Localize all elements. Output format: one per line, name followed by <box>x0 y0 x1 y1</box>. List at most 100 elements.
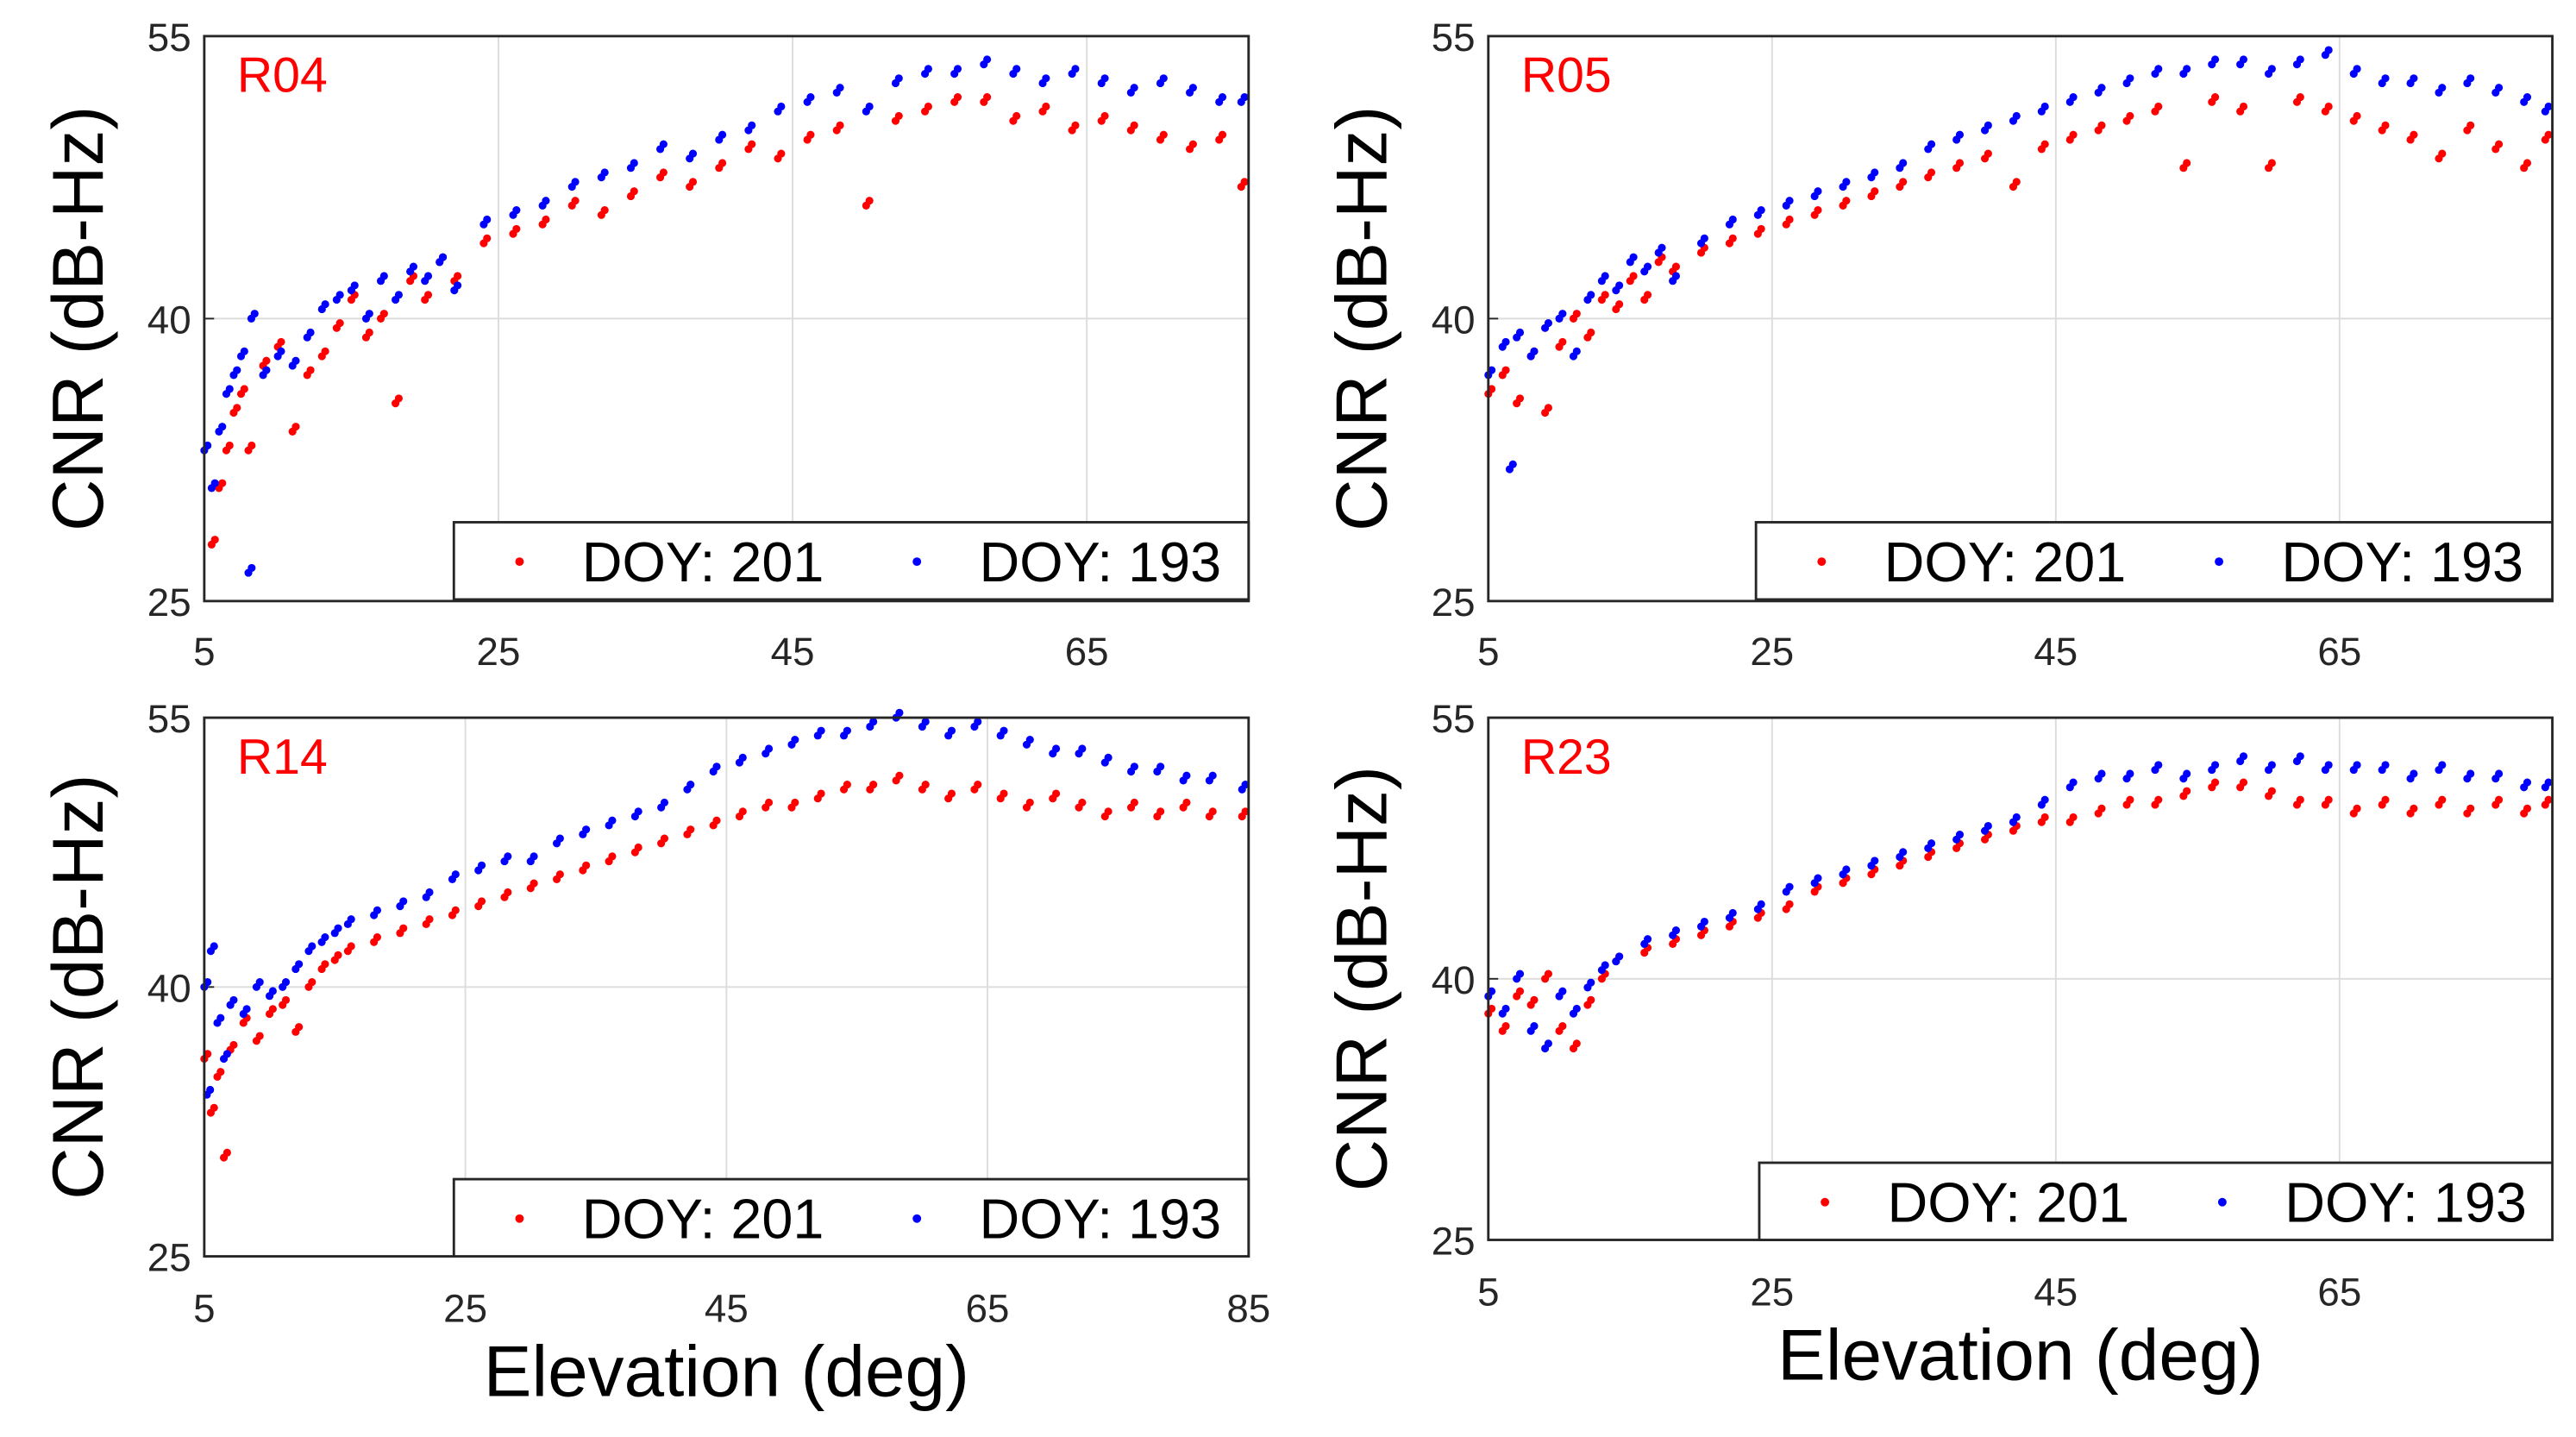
data-point <box>233 404 241 412</box>
data-point <box>634 807 642 816</box>
data-point <box>210 942 218 951</box>
data-point <box>2544 778 2553 787</box>
data-point <box>2126 795 2134 804</box>
data-point <box>218 423 227 431</box>
data-point <box>555 870 564 879</box>
data-point <box>1572 310 1581 318</box>
data-point <box>921 781 930 789</box>
data-point <box>321 300 329 309</box>
data-point <box>2097 121 2106 129</box>
data-point <box>2097 804 2106 813</box>
data-point <box>210 479 219 487</box>
data-point <box>291 423 300 431</box>
data-point <box>281 978 291 987</box>
data-point <box>660 798 669 806</box>
data-point <box>1488 385 1496 393</box>
data-point <box>1515 970 1525 978</box>
data-point <box>983 93 992 102</box>
legend-marker <box>515 1214 524 1223</box>
data-point <box>2324 102 2333 111</box>
y-axis-label: CNR (dB-Hz) <box>37 775 118 1200</box>
y-tick-label: 55 <box>1432 16 1476 60</box>
data-point <box>1025 735 1034 744</box>
data-point <box>2154 102 2163 111</box>
data-point <box>630 159 638 167</box>
data-point <box>1051 789 1061 798</box>
data-point <box>1643 291 1652 299</box>
data-point <box>1984 121 1992 129</box>
data-point <box>947 789 956 798</box>
data-point <box>2523 804 2532 813</box>
data-point <box>2544 795 2553 804</box>
data-point <box>1643 262 1652 271</box>
x-axis-label: Elevation (deg) <box>1777 1314 2263 1395</box>
data-point <box>2040 102 2049 111</box>
data-point <box>1700 917 1708 926</box>
data-point <box>1814 187 1822 196</box>
data-point <box>277 347 285 355</box>
data-point <box>281 995 291 1004</box>
series-1 <box>200 55 1249 577</box>
legend-label: DOY: 201 <box>1887 1171 2129 1234</box>
data-point <box>1241 781 1250 789</box>
data-point <box>1042 102 1050 111</box>
data-point <box>210 1103 218 1112</box>
data-point <box>947 726 956 735</box>
data-point <box>1615 952 1624 961</box>
data-point <box>2410 769 2418 778</box>
data-point <box>836 84 844 92</box>
data-point <box>248 563 256 572</box>
data-point <box>1240 178 1249 186</box>
data-point <box>262 366 271 374</box>
data-point <box>1501 366 1510 374</box>
series-0 <box>207 93 1249 549</box>
data-point <box>218 479 227 487</box>
data-point <box>229 1040 238 1050</box>
data-point <box>1208 807 1217 816</box>
data-point <box>295 1023 304 1032</box>
data-point <box>2523 778 2532 787</box>
data-point <box>2126 769 2134 778</box>
data-point <box>1218 130 1227 139</box>
data-point <box>504 852 512 861</box>
data-point <box>2544 102 2553 111</box>
data-point <box>347 915 355 924</box>
data-point <box>1488 1004 1496 1013</box>
data-point <box>216 1068 225 1076</box>
data-point <box>512 224 521 233</box>
data-point <box>277 337 285 346</box>
data-point <box>225 385 234 393</box>
data-point <box>1558 310 1567 318</box>
data-point <box>2126 111 2134 120</box>
data-point <box>1544 970 1552 978</box>
data-point <box>1544 404 1552 412</box>
data-point <box>1984 149 1992 158</box>
data-point <box>2410 74 2418 83</box>
data-point <box>2466 74 2475 83</box>
data-point <box>777 149 786 158</box>
data-point <box>255 1032 264 1040</box>
panel-title: R23 <box>1521 730 1612 785</box>
data-point <box>423 291 433 299</box>
data-point <box>308 978 317 987</box>
data-point <box>582 861 591 869</box>
x-tick-label: 45 <box>2034 630 2078 674</box>
y-tick-label: 55 <box>147 16 191 60</box>
data-point <box>2097 769 2106 778</box>
legend: DOY: 201 DOY: 193 <box>1758 1161 2554 1241</box>
data-point <box>600 168 609 177</box>
data-point <box>2239 752 2248 761</box>
data-point <box>477 897 486 906</box>
data-point <box>1156 762 1165 771</box>
data-point <box>306 328 315 337</box>
data-point <box>924 102 932 111</box>
data-point <box>2154 795 2163 804</box>
data-point <box>1671 272 1681 280</box>
data-point <box>953 93 962 102</box>
data-point <box>1488 366 1496 374</box>
x-tick-label: 25 <box>477 630 521 674</box>
data-point <box>2211 778 2220 787</box>
legend-label: DOY: 201 <box>582 530 824 593</box>
data-point <box>1572 347 1581 355</box>
